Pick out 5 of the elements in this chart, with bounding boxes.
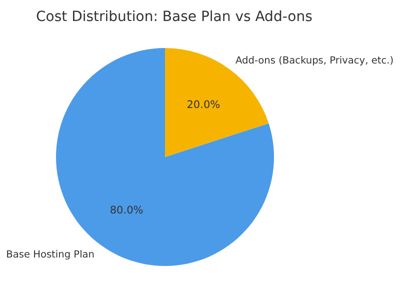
chart-title: Cost Distribution: Base Plan vs Add-ons bbox=[36, 8, 312, 25]
slice-label: Add-ons (Backups, Privacy, etc.) bbox=[235, 55, 394, 66]
data-label: 20.0% bbox=[186, 98, 220, 111]
slice-label: Base Hosting Plan bbox=[6, 249, 95, 260]
data-label: 80.0% bbox=[110, 204, 144, 217]
